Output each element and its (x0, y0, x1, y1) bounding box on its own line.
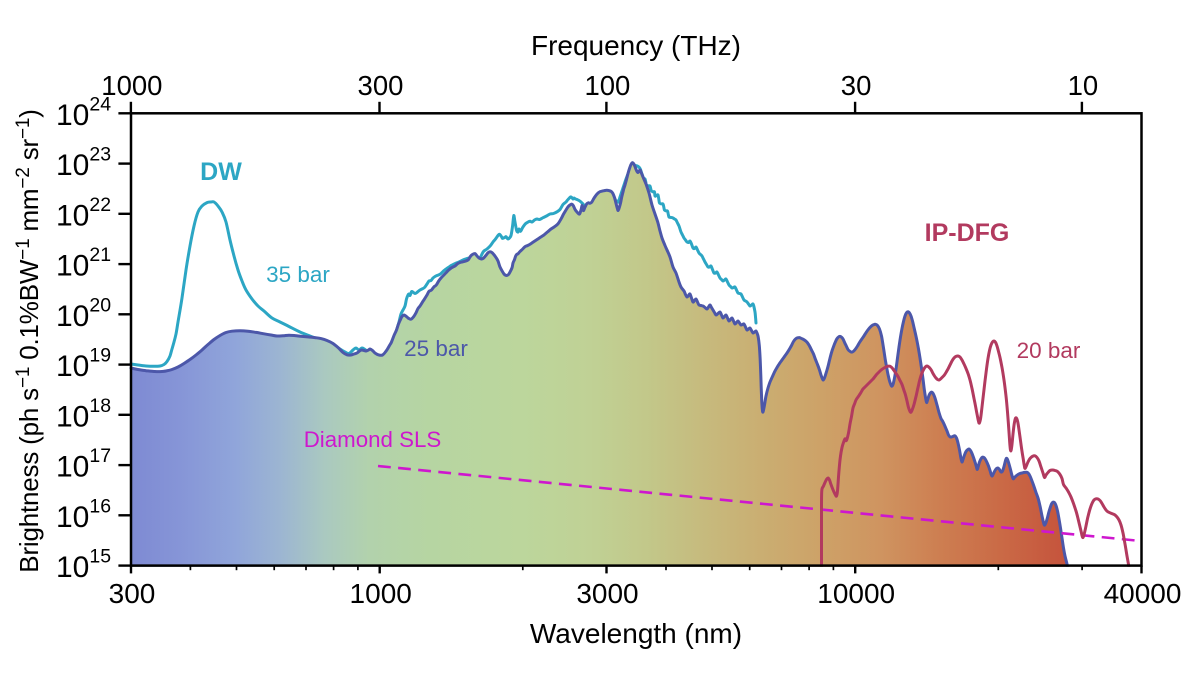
svg-text:Frequency (THz): Frequency (THz) (531, 30, 741, 61)
svg-text:35 bar: 35 bar (266, 262, 330, 287)
svg-text:300: 300 (358, 70, 404, 101)
svg-text:1000: 1000 (101, 70, 162, 101)
svg-text:1024: 1024 (56, 93, 111, 132)
svg-text:100: 100 (584, 70, 630, 101)
svg-text:IP-DFG: IP-DFG (925, 219, 1010, 247)
svg-text:30: 30 (841, 70, 872, 101)
svg-text:300: 300 (109, 578, 156, 609)
svg-text:10: 10 (1068, 70, 1099, 101)
svg-text:25 bar: 25 bar (404, 336, 468, 361)
svg-text:Wavelength (nm): Wavelength (nm) (530, 618, 742, 649)
svg-text:1000: 1000 (350, 578, 412, 609)
svg-text:DW: DW (200, 158, 242, 186)
svg-text:Diamond SLS: Diamond SLS (304, 427, 442, 452)
svg-text:3000: 3000 (576, 578, 638, 609)
svg-text:20 bar: 20 bar (1017, 338, 1081, 363)
svg-text:Brightness (ph s−1 0.1%BW−1 mm: Brightness (ph s−1 0.1%BW−1 mm−2 sr−1) (13, 109, 44, 572)
svg-text:10000: 10000 (817, 578, 895, 609)
svg-text:40000: 40000 (1104, 578, 1182, 609)
